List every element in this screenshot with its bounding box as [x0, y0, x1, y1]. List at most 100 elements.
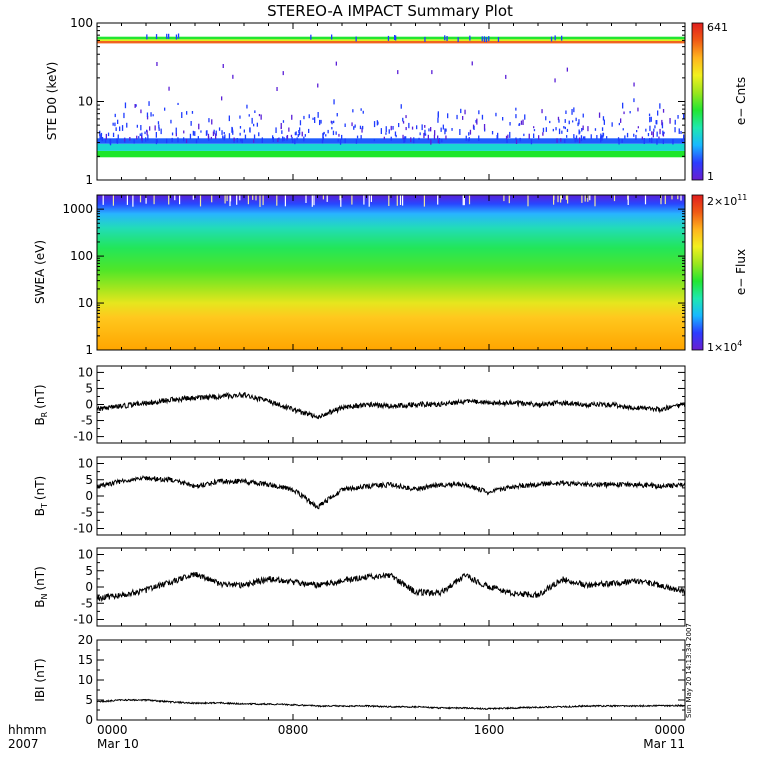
ste-speckle-point	[560, 138, 562, 142]
bmag-panel: 0 5 10 15 20 IBI (nT) Sun May 20 14:13:34 20…	[33, 623, 693, 727]
bmag-y-axis: 0 5 10 15 20	[78, 633, 685, 727]
swea-y-axis: 1 10 100 1000	[62, 194, 685, 357]
ste-speckle-point	[210, 136, 212, 140]
ste-speckle-point	[286, 135, 289, 140]
ste-speckle-point	[650, 116, 652, 122]
swea-spike	[503, 195, 505, 202]
ste-speckle-point	[261, 137, 263, 143]
ste-speckle-point	[602, 116, 605, 121]
ste-speckle-point	[140, 109, 142, 114]
ste-speckle-point	[408, 122, 410, 129]
ste-speckle-point	[189, 133, 192, 140]
y-tick-label: 1	[85, 173, 93, 187]
swea-spike	[368, 195, 370, 207]
ste-speckle-point	[558, 128, 561, 135]
ste-speckle-point	[533, 133, 535, 138]
ste-speckle-point	[416, 125, 418, 130]
ste-speckle-point	[160, 128, 162, 135]
ste-speckle-point	[148, 101, 150, 106]
ste-speckle-point	[674, 127, 676, 133]
ste-panel: 1 10 100 STE D0 (keV) 641 1 e− Cnts	[45, 16, 748, 187]
swea-ylabel: SWEA (eV)	[33, 240, 47, 304]
swea-spike	[199, 195, 202, 207]
ste-speckle-point	[158, 127, 160, 131]
ste-speckle-point	[281, 130, 283, 134]
ste-speckle-point	[574, 137, 576, 143]
y-tick-label: -10	[73, 613, 93, 627]
ste-speckle-point	[509, 122, 511, 126]
swea-spike	[276, 195, 278, 206]
swea-spike	[262, 195, 264, 206]
y-tick-label: -10	[73, 522, 93, 536]
swea-spike	[174, 195, 176, 201]
ste-speckle-point	[519, 137, 521, 142]
ste-speckle-point	[481, 114, 484, 120]
ste-speckle-point	[538, 135, 540, 140]
br-ylabel: BR (nT)	[33, 384, 49, 425]
ste-speckle-point	[556, 138, 558, 143]
ste-speckle-point	[101, 138, 103, 142]
ste-speckle-point	[272, 137, 274, 142]
ste-speckle-point	[390, 125, 392, 131]
swea-spike	[211, 195, 213, 203]
ste-speckle-point	[277, 138, 279, 142]
y-tick-label: 0	[85, 580, 93, 594]
ste-speckle-point	[294, 132, 296, 136]
ste-speckle-point	[385, 132, 387, 135]
ste-speckle-point	[602, 132, 605, 136]
ste-speckle-point	[601, 127, 604, 131]
ste-speckle-point	[308, 114, 310, 119]
ste-speckle-point	[484, 128, 486, 132]
bn-ylabel: BN (nT)	[33, 566, 49, 608]
ste-speckle-point	[618, 122, 620, 126]
ste-speckle-point	[231, 126, 233, 133]
ste-speckle-point	[356, 135, 359, 139]
ste-speckle-point	[335, 61, 337, 66]
ste-speckle-point	[155, 34, 158, 40]
swea-colorbar-min-exp: 4	[737, 339, 742, 348]
ste-speckle-point	[248, 114, 250, 117]
ste-speckle-point	[481, 36, 483, 42]
y-tick-label: 10	[78, 673, 93, 687]
ste-speckle-point	[405, 127, 407, 131]
ste-speckle-point	[136, 135, 138, 140]
y-tick-label: 0	[85, 713, 93, 727]
ste-speckle-point	[658, 136, 660, 139]
ste-speckle-point	[530, 139, 533, 145]
ste-speckle-point	[590, 134, 592, 139]
ste-speckle-point	[564, 139, 566, 143]
ste-speckle-point	[566, 67, 568, 72]
ste-speckle-point	[478, 110, 480, 115]
ste-colorbar-min: 1	[707, 170, 714, 183]
ste-speckle-point	[622, 102, 624, 109]
ste-speckle-point	[299, 120, 302, 126]
ste-speckle-point	[653, 128, 655, 132]
y-tick-label: 10	[78, 95, 93, 109]
bt-series-line	[96, 475, 686, 510]
ste-speckle-point	[222, 135, 224, 139]
ste-speckle-point	[333, 120, 335, 124]
ste-speckle-point	[135, 104, 137, 107]
ste-speckle-point	[344, 123, 346, 127]
ste-speckle-point	[295, 131, 297, 136]
ste-band	[97, 36, 685, 40]
swea-colorbar-max-exp: 11	[737, 193, 747, 202]
ste-band	[97, 143, 685, 151]
ste-band	[97, 41, 685, 44]
ste-speckle-point	[282, 71, 284, 76]
ste-speckle-point	[424, 36, 426, 42]
swea-spike	[508, 195, 510, 204]
ste-speckle-point	[629, 111, 631, 114]
ste-speckle-point	[555, 127, 557, 131]
ste-speckle-point	[515, 137, 517, 141]
swea-spike	[351, 195, 353, 205]
ste-speckle-point	[424, 129, 426, 136]
ste-speckle-point	[623, 111, 625, 115]
ste-speckle-point	[485, 37, 488, 43]
swea-colorbar	[691, 194, 704, 351]
ste-speckle-point	[312, 117, 314, 120]
swea-spike	[145, 195, 147, 204]
time-label: 0000	[97, 723, 128, 737]
ste-speckle-point	[662, 130, 664, 136]
